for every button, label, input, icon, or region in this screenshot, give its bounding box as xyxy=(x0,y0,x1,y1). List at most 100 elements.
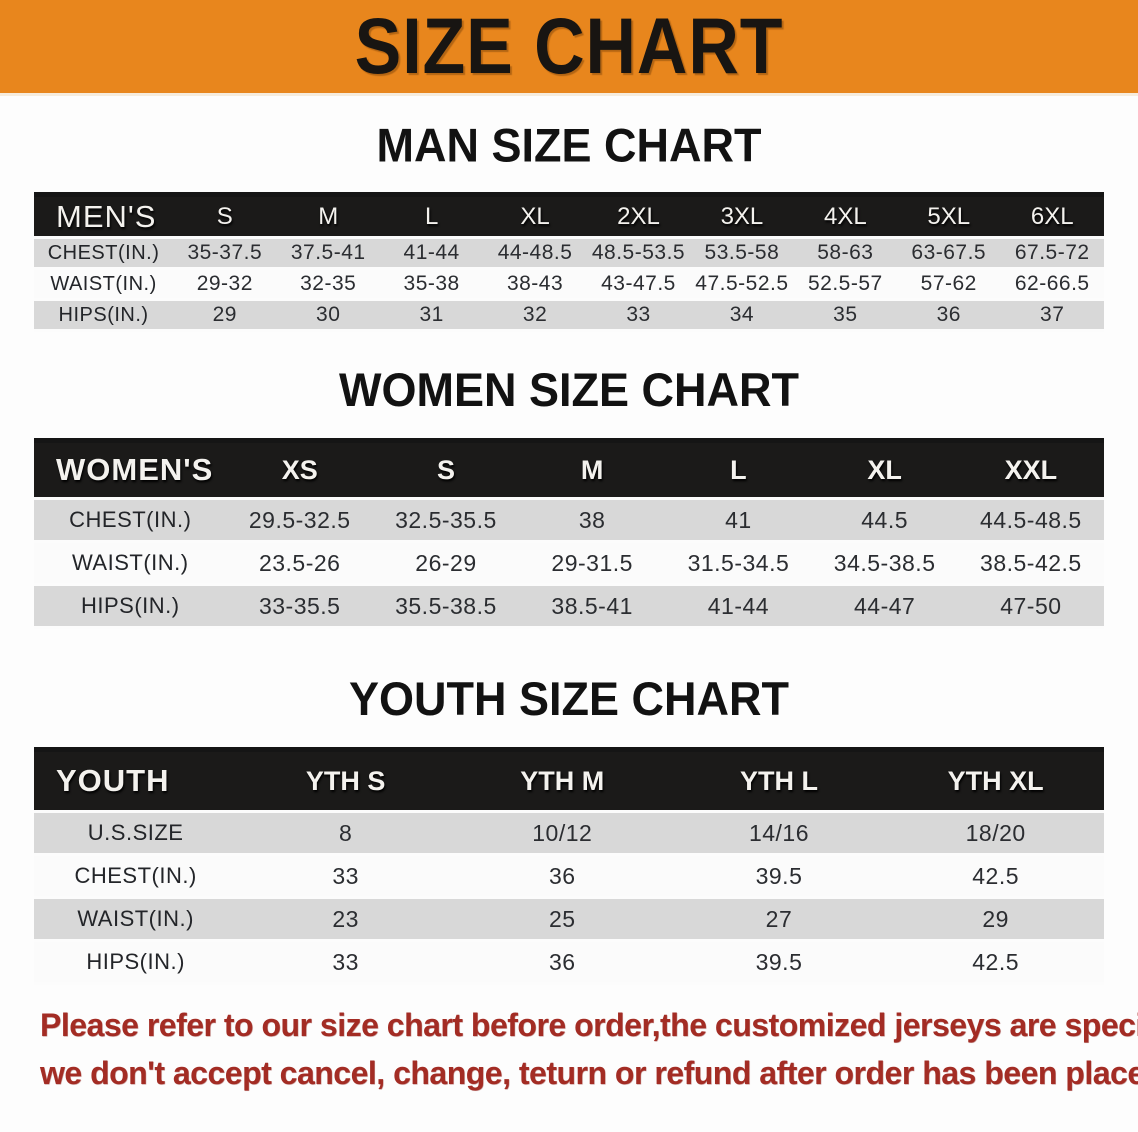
size-value-cell: 36 xyxy=(549,948,576,975)
size-value-cell: 42.5 xyxy=(972,862,1020,889)
size-value-cell: 57-62 xyxy=(920,272,977,295)
size-value-cell: 29-31.5 xyxy=(551,549,633,576)
men-column-header-6: 4XL xyxy=(793,193,898,239)
youth-size-section: YOUTH SIZE CHART YOUTH YTH S YTH M YTH L YTH … xyxy=(0,671,1138,985)
youth-section-title: YOUTH SIZE CHART xyxy=(348,671,789,726)
size-value-cell: 36 xyxy=(936,303,961,326)
youth-corner-label: YOUTH xyxy=(34,748,238,813)
size-chart-sections: MAN SIZE CHART MEN'S S M L XL 2XL 3XL 4XL 5XL 6XL C… xyxy=(0,118,1138,985)
size-value-cell: 14/16 xyxy=(748,819,809,846)
table-row: WAIST(IN.) 29-32 32-35 35-38 38-43 43-47.5 47.… xyxy=(34,268,1104,300)
size-value-cell: 37 xyxy=(1040,303,1065,326)
footer-notice: Please refer to our size chart before or… xyxy=(0,985,1138,1097)
row-label: CHEST(IN.) xyxy=(74,863,197,888)
size-value-cell: 35-37.5 xyxy=(187,241,263,264)
size-value-cell: 52.5-57 xyxy=(807,272,883,295)
size-value-cell: 63-67.5 xyxy=(911,241,987,264)
row-label: HIPS(IN.) xyxy=(80,593,180,618)
size-value-cell: 30 xyxy=(316,303,341,326)
women-column-header-1: S xyxy=(372,439,520,500)
size-value-cell: 33-35.5 xyxy=(258,592,341,619)
table-row: WAIST(IN.) 23 25 27 29 xyxy=(34,897,1104,941)
table-row: HIPS(IN.) 33-35.5 35.5-38.5 38.5-41 41-44 44-… xyxy=(34,584,1104,628)
size-value-cell: 41-44 xyxy=(707,592,770,619)
row-label: HIPS(IN.) xyxy=(58,303,149,326)
size-value-cell: 29 xyxy=(982,905,1009,932)
size-value-cell: 48.5-53.5 xyxy=(591,241,686,264)
size-value-cell: 33 xyxy=(332,948,359,975)
table-row: CHEST(IN.) 33 36 39.5 42.5 xyxy=(34,854,1104,898)
women-column-header-2: M xyxy=(519,439,666,500)
women-section-title: WOMEN SIZE CHART xyxy=(339,362,799,417)
size-value-cell: 47.5-52.5 xyxy=(695,272,789,295)
size-value-cell: 32 xyxy=(522,303,548,326)
men-table-body: CHEST(IN.) 35-37.5 37.5-41 41-44 44-48.5 48.5… xyxy=(34,237,1104,331)
table-row: CHEST(IN.) 29.5-32.5 32.5-35.5 38 41 44.5 44.5… xyxy=(34,498,1104,542)
women-table-body: CHEST(IN.) 29.5-32.5 32.5-35.5 38 41 44.5 44.5… xyxy=(34,498,1104,628)
table-row: WAIST(IN.) 23.5-26 26-29 29-31.5 31.5-34.5 34… xyxy=(34,541,1104,585)
table-row: U.S.SIZE 8 10/12 14/16 18/20 xyxy=(34,811,1104,855)
size-value-cell: 35 xyxy=(833,303,858,326)
men-column-header-1: M xyxy=(276,193,380,239)
size-value-cell: 43-47.5 xyxy=(601,272,676,295)
men-size-section: MAN SIZE CHART MEN'S S M L XL 2XL 3XL 4XL 5XL 6XL C… xyxy=(0,118,1138,332)
size-value-cell: 44.5 xyxy=(861,506,909,533)
table-row: HIPS(IN.) 33 36 39.5 42.5 xyxy=(34,940,1104,984)
size-value-cell: 67.5-72 xyxy=(1014,241,1090,264)
size-value-cell: 32.5-35.5 xyxy=(395,506,497,533)
size-value-cell: 44.5-48.5 xyxy=(980,506,1082,533)
size-value-cell: 37.5-41 xyxy=(290,241,366,264)
row-label: U.S.SIZE xyxy=(87,820,184,845)
size-value-cell: 34.5-38.5 xyxy=(833,549,936,576)
size-value-cell: 39.5 xyxy=(755,948,803,975)
size-value-cell: 38 xyxy=(578,506,606,533)
size-value-cell: 38-43 xyxy=(506,272,564,295)
notice-line-2: we don't accept cancel, change, teturn o… xyxy=(40,1055,1138,1091)
row-label: CHEST(IN.) xyxy=(69,507,192,532)
notice-line-1: Please refer to our size chart before or… xyxy=(40,1007,1138,1043)
header-row: WOMEN'S XS S M L XL XXL xyxy=(34,439,1104,500)
size-value-cell: 34 xyxy=(729,303,755,326)
women-column-header-4: XL xyxy=(811,439,958,500)
row-label: HIPS(IN.) xyxy=(86,949,185,974)
size-value-cell: 35-38 xyxy=(403,272,460,295)
size-value-cell: 31.5-34.5 xyxy=(687,549,790,576)
header-row: MEN'S S M L XL 2XL 3XL 4XL 5XL 6XL xyxy=(34,193,1104,239)
size-value-cell: 29-32 xyxy=(196,272,253,295)
men-column-header-4: 2XL xyxy=(586,193,691,239)
youth-table-body: U.S.SIZE 8 10/12 14/16 18/20 CHEST(IN.) 33 36 39… xyxy=(34,811,1104,984)
youth-table-header: YOUTH YTH S YTH M YTH L YTH XL xyxy=(34,748,1104,813)
banner-title: SIZE CHART xyxy=(354,2,784,91)
size-value-cell: 25 xyxy=(549,905,576,932)
header-row: YOUTH YTH S YTH M YTH L YTH XL xyxy=(34,748,1104,813)
men-section-title: MAN SIZE CHART xyxy=(376,118,762,173)
size-value-cell: 29 xyxy=(212,303,237,326)
size-value-cell: 10/12 xyxy=(532,819,593,846)
size-value-cell: 33 xyxy=(626,303,651,326)
size-value-cell: 47-50 xyxy=(1000,592,1062,619)
table-row: HIPS(IN.) 29 30 31 32 33 34 35 36 37 xyxy=(34,299,1104,331)
women-size-section: WOMEN SIZE CHART WOMEN'S XS S M L XL XXL CHEST(I… xyxy=(0,362,1138,629)
size-value-cell: 44-48.5 xyxy=(497,241,573,264)
youth-column-header-2: YTH L xyxy=(670,748,888,813)
women-size-table: WOMEN'S XS S M L XL XXL CHEST(IN.) 29.5-32.5 32.5… xyxy=(34,438,1104,629)
women-table-header: WOMEN'S XS S M L XL XXL xyxy=(34,439,1104,500)
size-value-cell: 35.5-38.5 xyxy=(395,592,497,619)
size-value-cell: 26-29 xyxy=(415,549,477,576)
men-column-header-5: 3XL xyxy=(690,193,794,239)
size-value-cell: 38.5-41 xyxy=(551,592,633,619)
size-value-cell: 44-47 xyxy=(853,592,916,619)
youth-column-header-1: YTH M xyxy=(453,748,671,813)
size-value-cell: 8 xyxy=(338,819,353,846)
size-value-cell: 41-44 xyxy=(403,241,460,264)
men-size-table: MEN'S S M L XL 2XL 3XL 4XL 5XL 6XL CHEST(IN.) 35-37… xyxy=(34,192,1104,332)
men-column-header-2: L xyxy=(379,193,484,239)
men-table-header: MEN'S S M L XL 2XL 3XL 4XL 5XL 6XL xyxy=(34,193,1104,239)
size-value-cell: 62-66.5 xyxy=(1014,272,1090,295)
size-value-cell: 33 xyxy=(332,862,359,889)
women-column-header-5: XXL xyxy=(957,439,1104,500)
size-value-cell: 41 xyxy=(725,506,752,533)
size-value-cell: 53.5-58 xyxy=(704,241,780,264)
table-row: CHEST(IN.) 35-37.5 37.5-41 41-44 44-48.5 48.5… xyxy=(34,237,1104,269)
